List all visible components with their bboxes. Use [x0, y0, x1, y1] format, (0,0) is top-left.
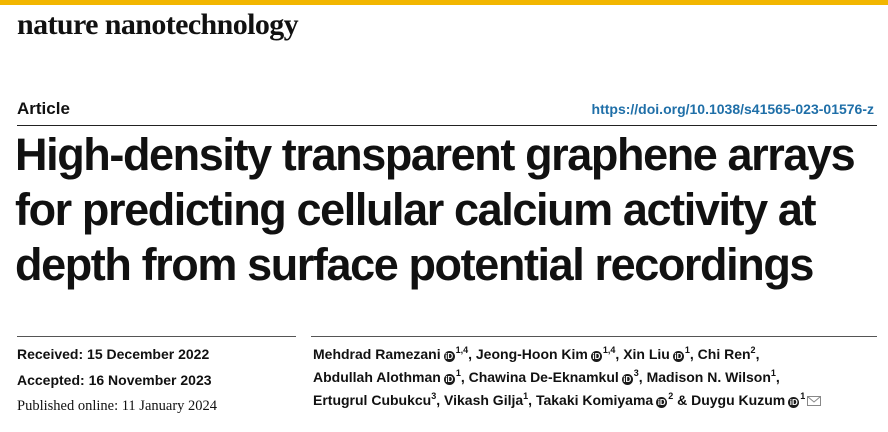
author-affiliation: 2: [668, 391, 674, 401]
title-line: for predicting cellular calcium activity…: [15, 184, 816, 235]
author-affiliation: 1: [770, 368, 776, 378]
author-affiliation: 1: [455, 368, 461, 378]
author-name[interactable]: Madison N. Wilson: [646, 369, 771, 385]
received-value: 15 December 2022: [87, 346, 210, 362]
author-name[interactable]: Vikash Gilja: [444, 392, 524, 408]
header-divider: [17, 125, 877, 126]
orcid-icon[interactable]: iD: [788, 397, 800, 408]
orcid-icon[interactable]: iD: [621, 374, 633, 385]
author-separator: ,: [528, 392, 536, 408]
doi-link[interactable]: https://doi.org/10.1038/s41565-023-01576…: [591, 101, 874, 117]
author-name[interactable]: Takaki Komiyama: [535, 392, 654, 408]
author-affiliation: 1: [684, 345, 690, 355]
author-line: Ertugrul Cubukcu3, Vikash Gilja1, Takaki…: [313, 389, 878, 413]
article-title: High-density transparent graphene arrays…: [15, 127, 875, 292]
author-affiliation: 1,4: [602, 345, 616, 355]
orcid-icon[interactable]: iD: [590, 351, 602, 362]
envelope-icon[interactable]: [807, 390, 822, 413]
author-separator: ,: [755, 346, 760, 362]
title-line: depth from surface potential recordings: [15, 239, 814, 290]
article-dates: Received: 15 December 2022 Accepted: 16 …: [17, 343, 297, 421]
author-list: Mehdrad Ramezani iD1,4, Jeong-Hoon Kim iD1…: [313, 343, 878, 413]
author-separator: ,: [460, 369, 469, 385]
author-separator: ,: [689, 346, 698, 362]
orcid-icon[interactable]: iD: [443, 374, 455, 385]
published-date: Published online: 11 January 2024: [17, 398, 218, 414]
author-line: Abdullah Alothman iD1, Chawina De-Eknamku…: [313, 366, 878, 389]
author-separator: ,: [468, 346, 476, 362]
author-name[interactable]: Chi Ren: [697, 346, 751, 362]
author-separator: ,: [436, 392, 445, 408]
author-affiliation: 1: [523, 391, 529, 401]
accepted-date: Accepted: 16 November 2023: [17, 369, 297, 395]
received-date: Received: 15 December 2022: [17, 343, 297, 369]
journal-name[interactable]: nature nanotechnology: [17, 8, 299, 41]
author-name[interactable]: Xin Liu: [623, 346, 670, 362]
author-name[interactable]: Duygu Kuzum: [691, 392, 786, 408]
orcid-icon[interactable]: iD: [672, 351, 684, 362]
accepted-label: Accepted:: [17, 372, 85, 388]
author-name[interactable]: Abdullah Alothman: [313, 369, 441, 385]
author-separator: &: [673, 392, 692, 408]
title-line: High-density transparent graphene arrays: [15, 129, 856, 180]
author-name[interactable]: Chawina De-Eknamkul: [468, 369, 619, 385]
dates-divider: [17, 336, 296, 337]
author-separator: ,: [615, 346, 624, 362]
author-affiliation: 1: [800, 391, 806, 401]
orcid-icon[interactable]: iD: [656, 397, 668, 408]
author-name[interactable]: Mehdrad Ramezani: [313, 346, 441, 362]
author-name[interactable]: Ertugrul Cubukcu: [313, 392, 432, 408]
author-line: Mehdrad Ramezani iD1,4, Jeong-Hoon Kim iD1…: [313, 343, 878, 366]
author-affiliation: 3: [431, 391, 437, 401]
author-separator: ,: [775, 369, 780, 385]
article-type: Article: [17, 99, 70, 118]
author-affiliation: 1,4: [455, 345, 469, 355]
author-affiliation: 2: [750, 345, 756, 355]
accepted-value: 16 November 2023: [88, 372, 212, 388]
journal-accent-bar: [0, 0, 888, 5]
author-affiliation: 3: [633, 368, 639, 378]
received-label: Received:: [17, 346, 84, 362]
authors-divider: [311, 336, 877, 337]
orcid-icon[interactable]: iD: [443, 351, 455, 362]
author-separator: ,: [638, 369, 647, 385]
author-name[interactable]: Jeong-Hoon Kim: [475, 346, 588, 362]
